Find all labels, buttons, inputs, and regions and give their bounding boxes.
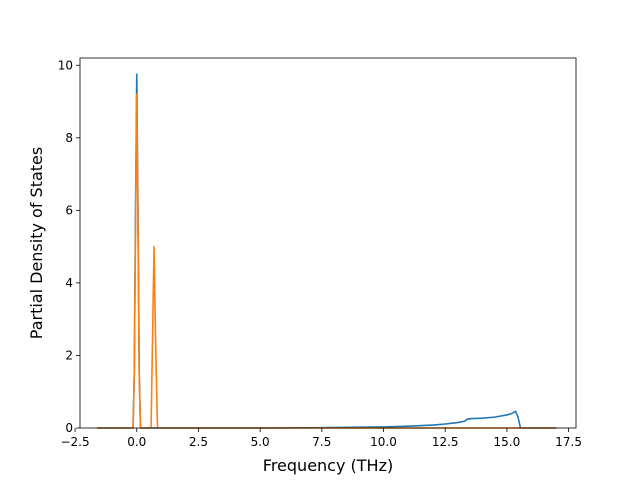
- x-tick-label: 2.5: [189, 435, 208, 449]
- y-tick-label: 8: [65, 131, 73, 145]
- x-tick-label: 0.0: [127, 435, 146, 449]
- x-tick-label: 5.0: [251, 435, 270, 449]
- x-tick-label: 7.5: [312, 435, 331, 449]
- y-tick-label: 0: [65, 421, 73, 435]
- x-tick-label: 12.5: [432, 435, 459, 449]
- plot-frame: [79, 57, 577, 429]
- plot-layer: [97, 73, 557, 429]
- y-tick-label: 10: [58, 58, 73, 72]
- x-tick-label: −2.5: [60, 435, 89, 449]
- x-axis-title: Frequency (THz): [263, 456, 393, 475]
- y-tick-label: 4: [65, 276, 73, 290]
- x-tick-label: 17.5: [555, 435, 582, 449]
- y-axis: 0 2 4 6 8 10: [58, 58, 80, 435]
- x-axis: −2.5 0.0 2.5 5.0 7.5 10.0 12.5 15.0 17.5: [60, 428, 582, 449]
- y-tick-label: 2: [65, 348, 73, 362]
- y-axis-title: Partial Density of States: [27, 147, 46, 339]
- y-tick-label: 6: [65, 203, 73, 217]
- series-line-2: [97, 93, 557, 429]
- x-tick-label: 15.0: [494, 435, 521, 449]
- x-tick-label: 10.0: [370, 435, 397, 449]
- series-line-1: [97, 73, 557, 429]
